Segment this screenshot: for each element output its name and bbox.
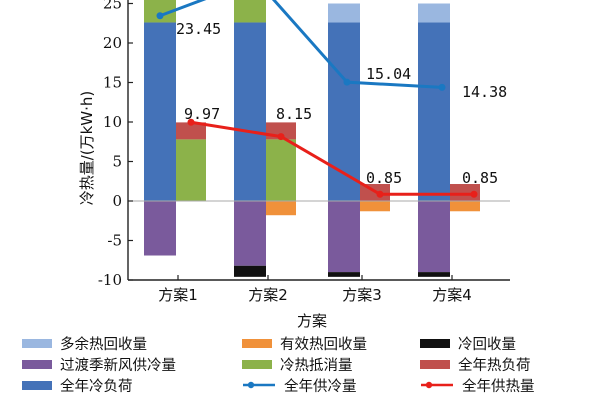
axes-layer: -10 -5 0 5 10 15 20 25 方案1 方案2 方案3 方案4	[98, 0, 510, 304]
bar-过渡季新风供冷量-方案3	[328, 201, 360, 273]
cooling-data-label: 15.04	[366, 65, 411, 83]
point-全年供冷量-方案3	[343, 78, 351, 86]
legend-label: 全年热负荷	[458, 357, 531, 374]
bar-全年热负荷-heat-方案1	[176, 122, 206, 140]
point-全年供冷量-方案4	[438, 83, 446, 91]
legend-label: 过渡季新风供冷量	[60, 357, 176, 374]
bar-有效热回收量-方案4	[450, 201, 480, 212]
bar-冷回收量-方案3	[328, 272, 360, 277]
point-全年供热量-方案2	[277, 133, 285, 141]
legend-swatch	[22, 359, 52, 369]
legend-swatch	[420, 338, 450, 348]
bar-全年冷负荷-方案4	[418, 22, 450, 202]
legend-item: 冷回收量	[420, 333, 516, 353]
heating-data-label: 0.85	[462, 169, 498, 187]
line-全年供热量	[190, 120, 474, 196]
bar-冷回收量-方案4	[418, 272, 450, 277]
y-tick-label: 15	[103, 74, 122, 92]
bar-全年冷负荷-方案1	[144, 22, 176, 202]
bar-全年冷负荷-方案2	[234, 22, 266, 202]
bar-过渡季新风供冷量-方案2	[234, 201, 266, 266]
y-tick-label: 10	[103, 113, 122, 131]
cooling-data-label: 23.45	[176, 20, 221, 38]
bar-过渡季新风供冷量-方案1	[144, 201, 176, 256]
legend-swatch	[242, 359, 272, 369]
heating-data-label: 9.97	[184, 105, 220, 123]
legend-label: 有效热回收量	[280, 336, 367, 353]
bar-冷热抵消量-heat-方案2	[266, 139, 296, 201]
legend-label: 冷回收量	[458, 336, 516, 353]
point-全年供热量-方案1	[187, 118, 195, 126]
point-全年供冷量-方案1	[156, 12, 164, 20]
labels-layer: 23.45 15.04 14.38 9.97 8.15 0.85 0.85	[176, 20, 507, 187]
legend-label: 全年冷负荷	[60, 378, 133, 395]
cooling-data-label: 14.38	[462, 83, 507, 101]
y-tick-label: -10	[98, 271, 122, 289]
x-axis-title: 方案	[297, 312, 327, 330]
legend-label: 多余热回收量	[60, 336, 147, 353]
legend-swatch	[22, 380, 52, 390]
legend-label: 冷热抵消量	[280, 357, 353, 374]
legend: 多余热回收量 有效热回收量 冷回收量过渡季新风供冷量 冷热抵消量 全年热负荷全年冷负荷 全…	[22, 333, 597, 397]
legend-swatch	[242, 338, 272, 348]
bar-多余热回收量-方案4	[418, 3, 450, 23]
legend-item: 有效热回收量	[242, 333, 367, 353]
legend-swatch	[420, 359, 450, 369]
bar-过渡季新风供冷量-方案4	[418, 201, 450, 273]
heating-data-label: 8.15	[276, 105, 312, 123]
legend-swatch	[22, 338, 52, 348]
legend-item: 全年供冷量	[242, 375, 357, 395]
lines-layer	[156, 0, 478, 198]
x-tick-label: 方案3	[342, 286, 382, 304]
x-tick-label: 方案1	[158, 286, 198, 304]
bar-全年冷负荷-方案3	[328, 22, 360, 202]
bar-冷热抵消量-top-方案2	[234, 0, 266, 23]
y-axis-title: 冷热量/(万kW·h)	[78, 91, 96, 206]
legend-item: 过渡季新风供冷量	[22, 354, 176, 374]
x-tick-label: 方案2	[248, 286, 288, 304]
bar-有效热回收量-方案2	[266, 201, 296, 216]
point-全年供热量-方案4	[470, 190, 478, 198]
x-tick-label: 方案4	[432, 286, 472, 304]
legend-label: 全年供热量	[462, 378, 535, 395]
y-tick-label: 0	[112, 192, 122, 210]
line-全年供冷量	[159, 0, 443, 89]
point-全年供热量-方案3	[376, 190, 384, 198]
legend-label: 全年供冷量	[284, 378, 357, 395]
bar-冷回收量-方案2	[234, 265, 266, 277]
y-tick-label: 5	[112, 153, 122, 171]
y-tick-label: -5	[107, 232, 122, 250]
legend-item: 多余热回收量	[22, 333, 147, 353]
legend-item: 全年冷负荷	[22, 375, 133, 395]
y-tick-label: 20	[103, 34, 122, 52]
legend-item: 全年供热量	[420, 375, 535, 395]
legend-item: 全年热负荷	[420, 354, 531, 374]
bar-冷热抵消量-heat-方案1	[176, 139, 206, 201]
legend-line-marker	[421, 381, 453, 389]
bar-多余热回收量-方案3	[328, 3, 360, 23]
bar-有效热回收量-方案3	[360, 201, 390, 212]
y-tick-label: 25	[103, 0, 122, 13]
legend-item: 冷热抵消量	[242, 354, 353, 374]
legend-line-marker	[243, 381, 275, 389]
heating-data-label: 0.85	[366, 169, 402, 187]
bar-冷热抵消量-top-方案1	[144, 0, 176, 23]
bars-layer	[144, 0, 480, 277]
